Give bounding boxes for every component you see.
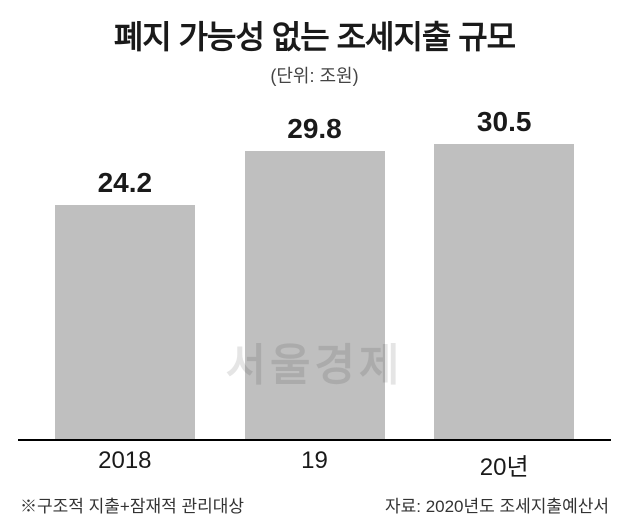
bar-value-2: 30.5 bbox=[477, 106, 532, 138]
x-axis-labels: 2018 19 20년 bbox=[18, 441, 611, 482]
source: 자료: 2020년도 조세지출예산서 bbox=[385, 492, 609, 517]
bar-group-0: 24.2 bbox=[30, 106, 220, 439]
bar-0 bbox=[55, 205, 195, 439]
footnote: ※구조적 지출+잠재적 관리대상 bbox=[20, 492, 244, 517]
bar-1 bbox=[245, 151, 385, 440]
plot-area: 24.2 29.8 30.5 bbox=[18, 106, 611, 441]
x-label-1: 19 bbox=[220, 447, 410, 482]
chart-unit: (단위: 조원) bbox=[18, 62, 611, 88]
chart-footer: ※구조적 지출+잠재적 관리대상 자료: 2020년도 조세지출예산서 bbox=[18, 492, 611, 517]
bar-group-1: 29.8 bbox=[220, 106, 410, 439]
chart-title: 폐지 가능성 없는 조세지출 규모 bbox=[18, 12, 611, 58]
x-label-0: 2018 bbox=[30, 447, 220, 482]
bar-value-0: 24.2 bbox=[98, 167, 153, 199]
chart-container: 폐지 가능성 없는 조세지출 규모 (단위: 조원) 24.2 29.8 30.… bbox=[0, 0, 629, 502]
bar-2 bbox=[434, 144, 574, 439]
bar-group-2: 30.5 bbox=[409, 106, 599, 439]
x-label-2: 20년 bbox=[409, 447, 599, 482]
bar-value-1: 29.8 bbox=[287, 113, 342, 145]
